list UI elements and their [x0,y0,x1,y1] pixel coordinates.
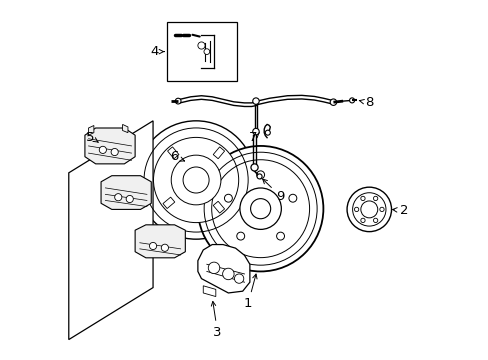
Circle shape [252,98,259,104]
Polygon shape [163,197,174,208]
Circle shape [252,129,259,135]
Circle shape [329,99,336,105]
Circle shape [349,98,354,103]
Circle shape [149,242,156,249]
Circle shape [198,42,204,49]
FancyBboxPatch shape [167,22,237,81]
Circle shape [256,171,264,179]
Text: 9: 9 [262,179,284,203]
Circle shape [203,49,209,54]
Polygon shape [101,176,151,210]
Polygon shape [167,147,179,159]
Circle shape [137,121,255,239]
Circle shape [250,164,258,171]
Circle shape [257,174,262,179]
Text: 7: 7 [248,131,257,144]
Circle shape [183,167,209,193]
Circle shape [99,146,106,153]
Circle shape [360,201,377,218]
Circle shape [224,194,232,202]
Polygon shape [69,121,153,339]
Polygon shape [88,126,94,135]
Circle shape [250,199,270,219]
Text: 1: 1 [244,274,257,310]
Circle shape [360,218,365,222]
Circle shape [354,207,358,212]
Circle shape [346,187,391,231]
Circle shape [234,274,244,283]
Polygon shape [85,128,135,164]
Circle shape [111,148,118,156]
Circle shape [276,232,284,240]
Polygon shape [213,147,224,159]
Circle shape [236,232,244,240]
Circle shape [379,207,384,212]
Text: 8: 8 [359,96,373,109]
Circle shape [161,244,168,251]
Text: 2: 2 [392,204,407,217]
Circle shape [265,130,270,135]
Text: 3: 3 [211,301,222,339]
Text: 6: 6 [170,150,184,163]
Circle shape [171,155,221,205]
Polygon shape [135,225,185,258]
Text: 5: 5 [86,131,94,144]
Polygon shape [213,201,224,213]
Circle shape [222,268,234,280]
Polygon shape [198,244,249,293]
Circle shape [360,196,365,201]
Circle shape [373,218,377,222]
Circle shape [240,188,281,229]
Polygon shape [203,286,215,297]
Polygon shape [122,125,128,133]
Circle shape [175,98,181,104]
Circle shape [373,196,377,201]
Text: 4: 4 [150,45,158,58]
Circle shape [115,194,122,201]
Circle shape [126,195,133,203]
Circle shape [198,146,323,271]
Circle shape [288,194,296,202]
Circle shape [153,138,238,222]
Circle shape [208,262,219,274]
